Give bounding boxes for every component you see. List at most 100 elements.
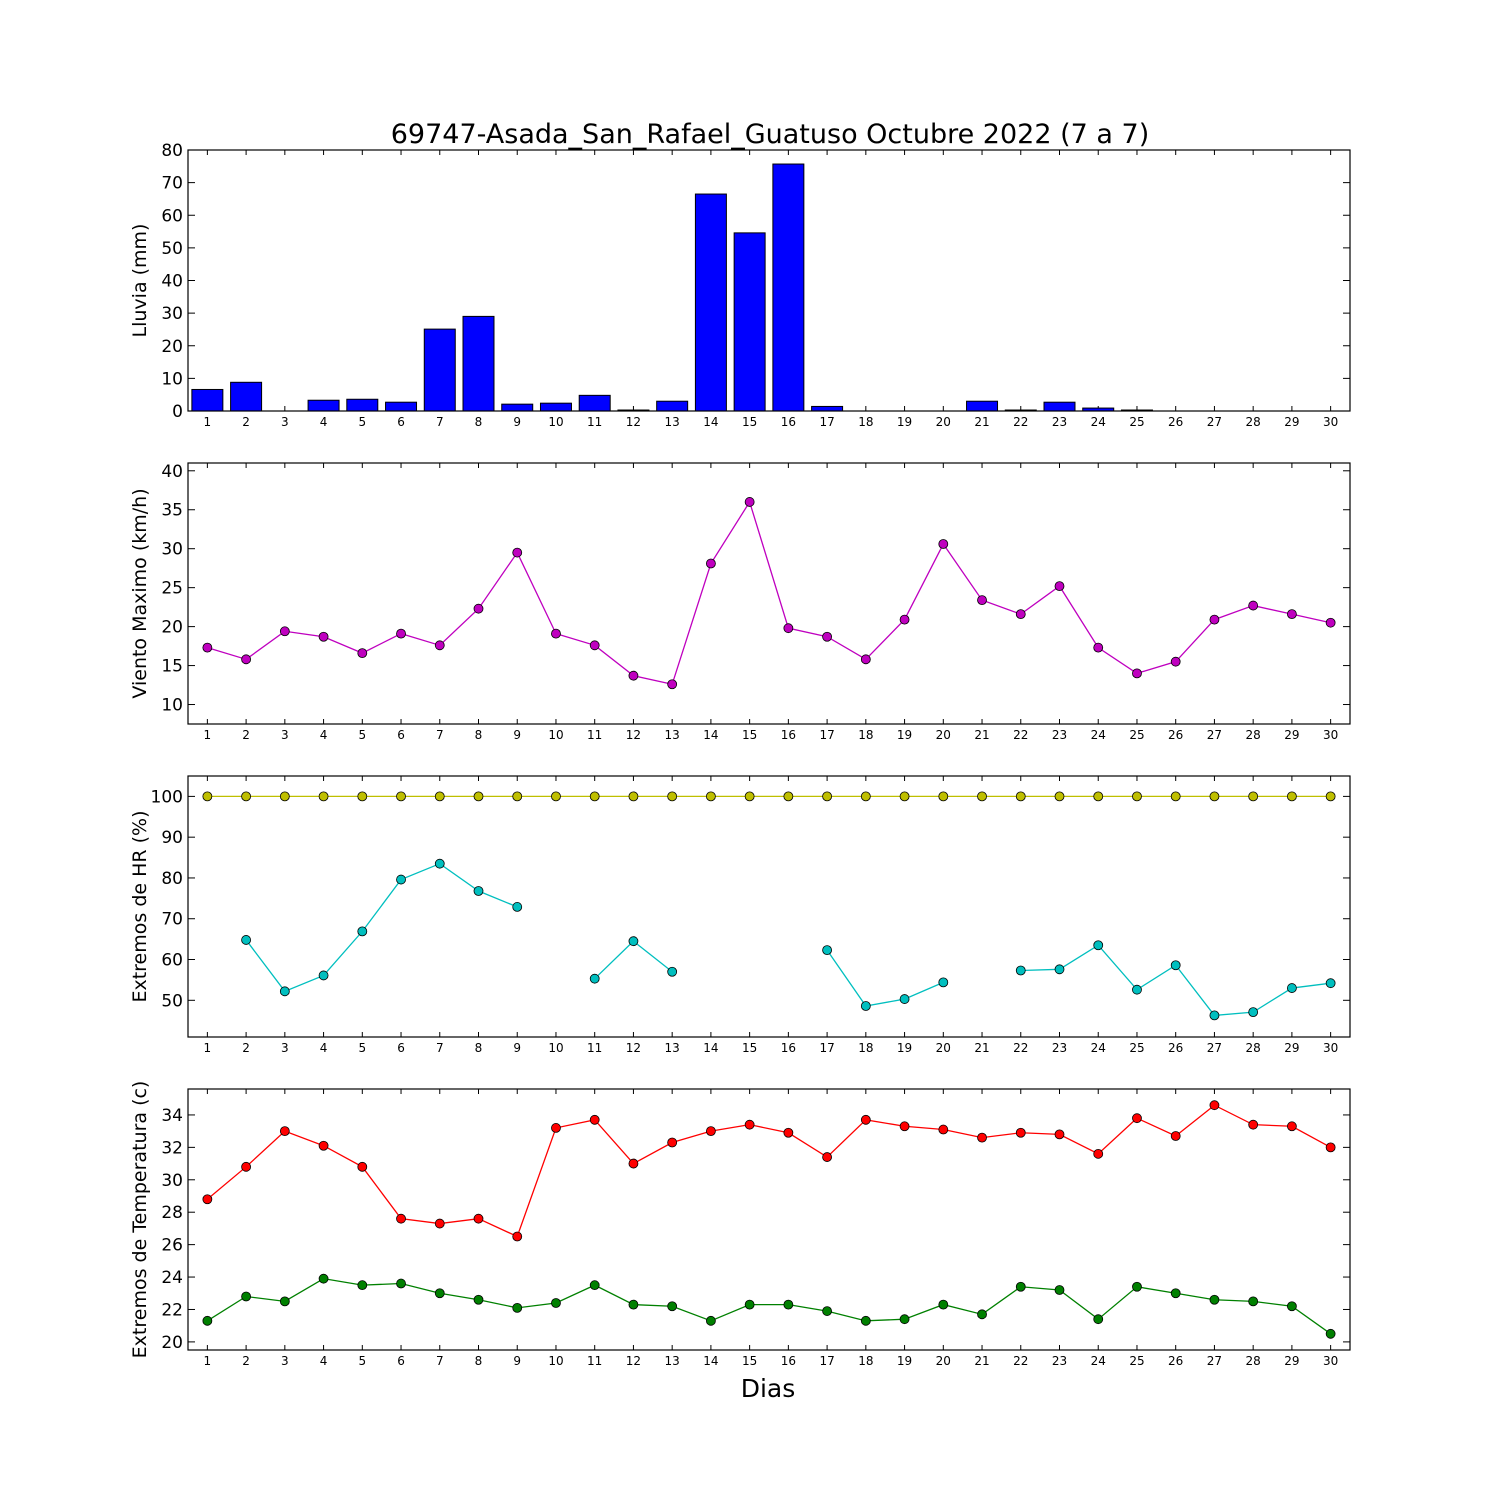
temperature-series-2-point-day-12 (628, 1299, 639, 1310)
temperature-x-tick-label: 28 (1246, 1354, 1261, 1368)
max-wind-series-1-point-day-18 (860, 654, 871, 665)
temperature-series-2-point-day-29 (1287, 1301, 1297, 1312)
temperature-y-tick-label: 22 (161, 1300, 183, 1320)
humidity-y-axis-label: Extremos de HR (%) (129, 810, 151, 1002)
humidity-series-1-point-day-12 (628, 791, 639, 802)
max-wind-y-tick-label: 10 (161, 696, 183, 716)
rainfall-x-tick-label: 3 (281, 415, 289, 429)
temperature-series-1-point-day-16 (783, 1127, 794, 1138)
max-wind-x-tick-label: 13 (665, 728, 680, 742)
temperature-series-2-point-day-23 (1054, 1285, 1065, 1295)
max-wind-axes-frame (187, 462, 1351, 725)
temperature-series-1-point-day-8 (473, 1213, 484, 1224)
rainfall-y-axis-label: Lluvia (mm) (129, 224, 151, 338)
humidity-x-tick-label: 29 (1284, 1041, 1299, 1055)
temperature-y-tick-label: 26 (161, 1236, 183, 1256)
humidity-series-1-point-day-20 (938, 791, 949, 802)
humidity-series-2-point-day-20 (938, 977, 949, 988)
humidity-x-tick-label: 11 (587, 1041, 602, 1055)
temperature-series-2-point-day-13 (667, 1301, 678, 1312)
max-wind-series-1-point-day-4 (318, 631, 329, 642)
rainfall-x-tick-label: 19 (897, 415, 912, 429)
humidity-series-2-point-day-22 (1015, 965, 1026, 976)
temperature-x-tick-label: 7 (436, 1354, 444, 1368)
max-wind-plot-area (188, 463, 1350, 724)
humidity-series-1-point-day-6 (396, 791, 406, 802)
temperature-series-1-point-day-22 (1015, 1127, 1026, 1138)
temperature-series-1-point-day-14 (706, 1126, 716, 1137)
temperature-x-tick-label: 6 (397, 1354, 405, 1368)
temperature-series-1-point-day-12 (628, 1158, 639, 1169)
humidity-y-tick-label: 90 (161, 828, 183, 848)
humidity-series-1-point-day-15 (744, 791, 755, 802)
temperature-x-tick-label: 9 (513, 1354, 521, 1368)
rainfall-x-tick-label: 6 (397, 415, 405, 429)
humidity-x-tick-label: 27 (1207, 1041, 1222, 1055)
rainfall-x-tick-label: 9 (513, 415, 521, 429)
humidity-series-2-line (245, 862, 518, 993)
max-wind-x-tick-label: 3 (281, 728, 289, 742)
humidity-x-tick-label: 12 (626, 1041, 641, 1055)
rainfall-x-tick-label: 18 (858, 415, 873, 429)
humidity-series-1-point-day-14 (706, 791, 716, 802)
max-wind-x-tick-label: 23 (1052, 728, 1067, 742)
max-wind-x-tick-label: 2 (242, 728, 250, 742)
temperature-series-1-point-day-18 (860, 1114, 871, 1125)
temperature-series-1-point-day-21 (977, 1132, 987, 1143)
humidity-series-1-point-day-10 (551, 791, 561, 802)
max-wind-series-1-point-day-21 (977, 595, 987, 606)
humidity-series-2-point-day-18 (860, 1001, 871, 1011)
temperature-x-tick-label: 14 (703, 1354, 718, 1368)
rainfall-x-tick-label: 11 (587, 415, 602, 429)
temperature-x-tick-label: 4 (320, 1354, 328, 1368)
max-wind-series-1-point-day-3 (279, 626, 290, 637)
temperature-series-2-point-day-11 (589, 1280, 600, 1291)
rainfall-x-tick-label: 2 (242, 415, 250, 429)
humidity-series-1-point-day-9 (512, 791, 523, 802)
temperature-series-2-point-day-21 (977, 1309, 987, 1320)
temperature-axes-frame (187, 1088, 1351, 1351)
humidity-series-1-point-day-26 (1170, 791, 1181, 802)
rainfall-y-tick-label: 40 (161, 272, 183, 292)
temperature-series-1-point-day-25 (1132, 1113, 1142, 1124)
humidity-series-2-point-day-4 (318, 970, 329, 981)
temperature-x-tick-label: 3 (281, 1354, 289, 1368)
temperature-y-tick-label: 34 (161, 1106, 183, 1126)
humidity-series-2-point-day-5 (357, 926, 368, 937)
humidity-plot-area (188, 776, 1350, 1037)
humidity-series-2-point-day-11 (589, 973, 600, 984)
rainfall-x-tick-label: 25 (1129, 415, 1144, 429)
humidity-x-tick-label: 21 (974, 1041, 989, 1055)
rainfall-x-tick-label: 24 (1091, 415, 1106, 429)
humidity-series-1-point-day-17 (822, 791, 832, 802)
max-wind-x-tick-label: 8 (475, 728, 483, 742)
max-wind-series-1-point-day-10 (551, 628, 561, 639)
rainfall-x-tick-label: 12 (626, 415, 641, 429)
max-wind-series-1-point-day-11 (589, 640, 600, 651)
humidity-series-2-point-day-8 (473, 886, 484, 896)
max-wind-x-tick-label: 26 (1168, 728, 1183, 742)
rain-bar-day-16 (772, 163, 805, 412)
rain-bar-day-14 (694, 193, 727, 412)
max-wind-series-1-point-day-20 (938, 539, 949, 549)
temperature-series-1-point-day-11 (589, 1114, 600, 1125)
humidity-x-tick-label: 8 (475, 1041, 483, 1055)
temperature-series-2-point-day-19 (899, 1314, 910, 1325)
temperature-x-tick-label: 19 (897, 1354, 912, 1368)
rain-bar-day-9 (501, 403, 534, 412)
max-wind-series-1-point-day-12 (628, 670, 639, 681)
max-wind-y-tick-label: 25 (161, 579, 183, 599)
temperature-series-2-point-day-28 (1248, 1296, 1259, 1307)
temperature-series-2-point-day-25 (1132, 1281, 1142, 1292)
temperature-x-tick-label: 30 (1323, 1354, 1338, 1368)
humidity-series-1-point-day-13 (667, 791, 678, 802)
humidity-x-tick-label: 2 (242, 1041, 250, 1055)
humidity-x-tick-label: 22 (1013, 1041, 1028, 1055)
max-wind-series-1-point-day-8 (473, 603, 484, 614)
humidity-series-2-point-day-30 (1325, 978, 1336, 989)
humidity-series-1-point-day-25 (1132, 791, 1142, 802)
max-wind-x-tick-label: 1 (204, 728, 212, 742)
max-wind-series-1-point-day-2 (241, 654, 252, 665)
max-wind-series-1-point-day-5 (357, 648, 368, 659)
